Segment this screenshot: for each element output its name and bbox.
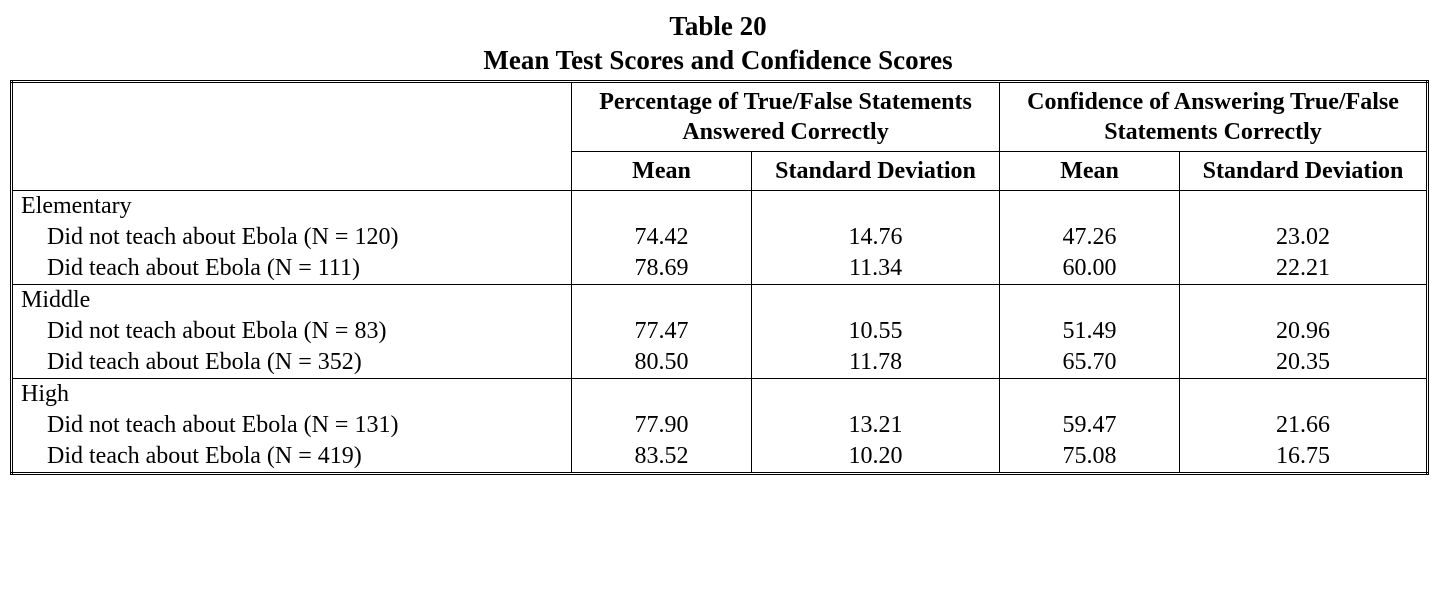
data-cell: 83.52 bbox=[572, 441, 752, 474]
data-cell: 77.90 bbox=[572, 410, 752, 441]
row-label: Did not teach about Ebola (N = 83) bbox=[12, 316, 572, 347]
row-label: Did teach about Ebola (N = 111) bbox=[12, 253, 572, 285]
data-cell: 21.66 bbox=[1180, 410, 1428, 441]
section-label: High bbox=[12, 378, 572, 410]
data-cell: 47.26 bbox=[1000, 222, 1180, 253]
data-cell: 78.69 bbox=[572, 253, 752, 285]
data-cell: 51.49 bbox=[1000, 316, 1180, 347]
table-row: Did teach about Ebola (N = 352)80.5011.7… bbox=[12, 347, 1428, 379]
empty-cell bbox=[752, 378, 1000, 410]
empty-cell bbox=[572, 284, 752, 316]
table-row: Did teach about Ebola (N = 111)78.6911.3… bbox=[12, 253, 1428, 285]
subheader-mean-2: Mean bbox=[1000, 151, 1180, 190]
empty-cell bbox=[572, 378, 752, 410]
subheader-mean-1: Mean bbox=[572, 151, 752, 190]
row-label: Did not teach about Ebola (N = 131) bbox=[12, 410, 572, 441]
data-cell: 14.76 bbox=[752, 222, 1000, 253]
row-label: Did teach about Ebola (N = 419) bbox=[12, 441, 572, 474]
data-cell: 22.21 bbox=[1180, 253, 1428, 285]
table-row: Did not teach about Ebola (N = 83)77.471… bbox=[12, 316, 1428, 347]
table-row: Did not teach about Ebola (N = 131)77.90… bbox=[12, 410, 1428, 441]
data-cell: 10.20 bbox=[752, 441, 1000, 474]
empty-cell bbox=[1180, 378, 1428, 410]
scores-table: Percentage of True/False Statements Answ… bbox=[10, 80, 1429, 475]
data-cell: 16.75 bbox=[1180, 441, 1428, 474]
data-cell: 11.34 bbox=[752, 253, 1000, 285]
empty-cell bbox=[1000, 190, 1180, 222]
section-label: Middle bbox=[12, 284, 572, 316]
data-cell: 11.78 bbox=[752, 347, 1000, 379]
table-row: Elementary bbox=[12, 190, 1428, 222]
table-row: High bbox=[12, 378, 1428, 410]
row-label: Did teach about Ebola (N = 352) bbox=[12, 347, 572, 379]
empty-cell bbox=[752, 190, 1000, 222]
empty-cell bbox=[1180, 284, 1428, 316]
data-cell: 10.55 bbox=[752, 316, 1000, 347]
empty-cell bbox=[572, 190, 752, 222]
empty-cell bbox=[1180, 190, 1428, 222]
stub-header bbox=[12, 81, 572, 190]
subheader-sd-1: Standard Deviation bbox=[752, 151, 1000, 190]
table-body: ElementaryDid not teach about Ebola (N =… bbox=[12, 190, 1428, 473]
title-line-1: Table 20 bbox=[10, 10, 1426, 44]
empty-cell bbox=[1000, 284, 1180, 316]
empty-cell bbox=[752, 284, 1000, 316]
data-cell: 77.47 bbox=[572, 316, 752, 347]
title-line-2: Mean Test Scores and Confidence Scores bbox=[10, 44, 1426, 78]
data-cell: 74.42 bbox=[572, 222, 752, 253]
group-header-confidence: Confidence of Answering True/False State… bbox=[1000, 81, 1428, 151]
data-cell: 60.00 bbox=[1000, 253, 1180, 285]
data-cell: 65.70 bbox=[1000, 347, 1180, 379]
empty-cell bbox=[1000, 378, 1180, 410]
data-cell: 59.47 bbox=[1000, 410, 1180, 441]
table-title: Table 20 Mean Test Scores and Confidence… bbox=[10, 10, 1426, 78]
data-cell: 13.21 bbox=[752, 410, 1000, 441]
group-header-percentage: Percentage of True/False Statements Answ… bbox=[572, 81, 1000, 151]
data-cell: 23.02 bbox=[1180, 222, 1428, 253]
data-cell: 80.50 bbox=[572, 347, 752, 379]
table-row: Middle bbox=[12, 284, 1428, 316]
subheader-sd-2: Standard Deviation bbox=[1180, 151, 1428, 190]
section-label: Elementary bbox=[12, 190, 572, 222]
data-cell: 20.96 bbox=[1180, 316, 1428, 347]
row-label: Did not teach about Ebola (N = 120) bbox=[12, 222, 572, 253]
table-row: Did teach about Ebola (N = 419)83.5210.2… bbox=[12, 441, 1428, 474]
data-cell: 20.35 bbox=[1180, 347, 1428, 379]
table-row: Did not teach about Ebola (N = 120)74.42… bbox=[12, 222, 1428, 253]
data-cell: 75.08 bbox=[1000, 441, 1180, 474]
